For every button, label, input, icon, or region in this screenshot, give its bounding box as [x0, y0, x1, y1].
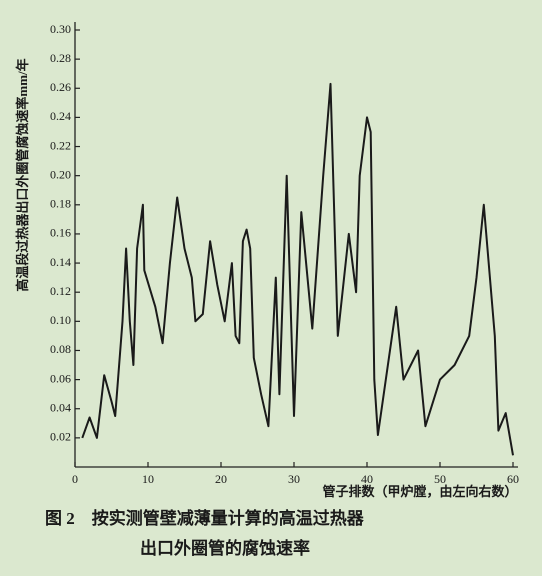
- x-tick-label: 20: [215, 472, 227, 486]
- y-tick-label: 0.04: [50, 400, 71, 414]
- caption: 图 2 按实测管壁减薄量计算的高温过热器: [45, 508, 365, 528]
- x-tick-label: 0: [72, 472, 78, 486]
- y-tick-label: 0.18: [50, 197, 71, 211]
- y-tick-label: 0.14: [50, 255, 71, 269]
- x-tick-label: 40: [361, 472, 373, 486]
- x-tick-label: 30: [288, 472, 300, 486]
- y-tick-label: 0.22: [50, 138, 71, 152]
- y-tick-label: 0.12: [50, 284, 71, 298]
- y-tick-label: 0.20: [50, 167, 71, 181]
- data-line: [81, 82, 514, 456]
- y-tick-label: 0.30: [50, 22, 71, 36]
- y-tick-label: 0.06: [50, 371, 71, 385]
- x-tick-label: 50: [434, 472, 446, 486]
- y-tick-label: 0.16: [50, 226, 71, 240]
- x-tick-label: 10: [142, 472, 154, 486]
- y-tick-label: 0.10: [50, 313, 71, 327]
- caption: 出口外圈管的腐蚀速率: [140, 538, 310, 558]
- y-tick-label: 0.08: [50, 342, 71, 356]
- x-axis-label: 管子排数（甲炉膛，由左向右数）: [322, 484, 517, 499]
- y-tick-label: 0.28: [50, 51, 71, 65]
- x-tick-label: 60: [507, 472, 519, 486]
- y-tick-label: 0.24: [50, 109, 71, 123]
- y-tick-label: 0.02: [50, 430, 71, 444]
- y-axis-label: 高温段过热器出口外圈管腐蚀速率mm/年: [15, 58, 30, 291]
- y-tick-label: 0.26: [50, 80, 71, 94]
